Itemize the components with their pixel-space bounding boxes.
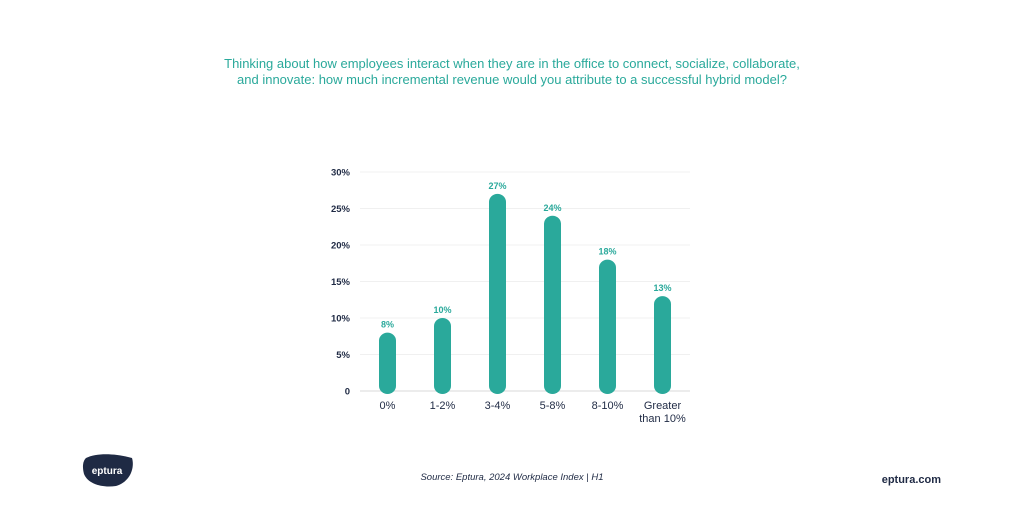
- data-label: 18%: [598, 247, 616, 257]
- x-tick-label: 3-4%: [485, 400, 511, 412]
- y-tick-label: 25%: [331, 204, 351, 215]
- logo-shape: [82, 454, 133, 487]
- bar: [489, 193, 506, 394]
- y-tick-label: 15%: [331, 277, 351, 288]
- bar: [379, 332, 396, 394]
- bar: [434, 318, 451, 394]
- x-tick-label: 8-10%: [592, 400, 624, 412]
- chart-title-line-2: and innovate: how much incremental reven…: [237, 72, 787, 87]
- data-label: 13%: [653, 283, 671, 293]
- site-link[interactable]: eptura.com: [881, 474, 941, 486]
- data-label: 8%: [381, 320, 394, 330]
- x-tick-label: 1-2%: [430, 400, 456, 412]
- bar: [544, 215, 561, 394]
- eptura-logo: eptura: [82, 454, 133, 487]
- chart-title-line-1: Thinking about how employees interact wh…: [224, 56, 800, 71]
- x-tick-label: 0%: [380, 400, 396, 412]
- chart-title: Thinking about how employees interact wh…: [112, 56, 912, 88]
- y-tick-label: 30%: [331, 168, 351, 179]
- source-note: Source: Eptura, 2024 Workplace Index | H…: [420, 472, 604, 483]
- y-tick-label: 10%: [331, 314, 351, 325]
- logo-text: eptura: [92, 466, 123, 477]
- y-tick-label: 20%: [331, 241, 351, 252]
- bar: [654, 296, 671, 394]
- bar: [599, 259, 616, 394]
- data-label: 10%: [433, 305, 451, 315]
- data-label: 27%: [488, 181, 506, 191]
- x-tick-label: Greater than 10%: [639, 400, 686, 425]
- data-label: 24%: [543, 203, 561, 213]
- y-tick-label: 0: [345, 387, 350, 398]
- x-tick-label: 5-8%: [540, 400, 566, 412]
- y-tick-label: 5%: [336, 350, 350, 361]
